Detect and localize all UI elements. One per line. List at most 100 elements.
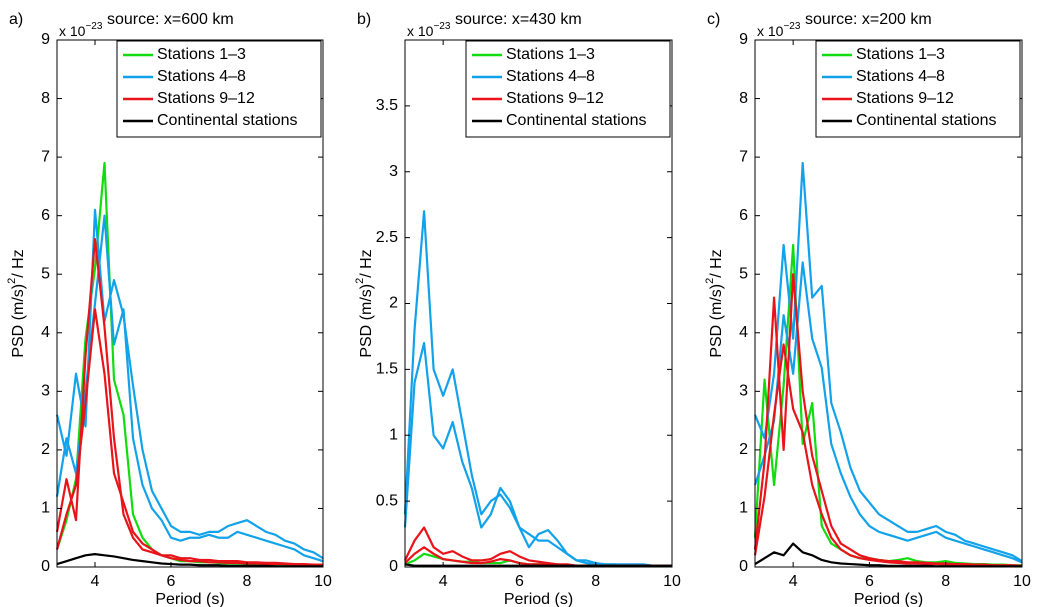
scale-base: x 10 bbox=[407, 23, 434, 39]
y-tick-label: 9 bbox=[41, 31, 50, 48]
y-tick-label: 9 bbox=[739, 31, 748, 48]
x-tick-label: 6 bbox=[515, 573, 524, 590]
y-tick-label: 1 bbox=[739, 500, 748, 517]
y-tick-label: 1 bbox=[41, 500, 50, 517]
y-axis-label: PSD (m/s)2/ Hz bbox=[354, 249, 375, 357]
y-tick-label: 7 bbox=[41, 148, 50, 165]
panel-subtitle: source: x=430 km bbox=[455, 11, 582, 28]
y-tick-label: 7 bbox=[739, 148, 748, 165]
x-axis-label: Period (s) bbox=[504, 591, 573, 607]
y-tick-label: 3 bbox=[739, 383, 748, 400]
x-tick-label: 10 bbox=[314, 573, 332, 590]
x-tick-label: 4 bbox=[439, 573, 448, 590]
legend-label: Continental stations bbox=[506, 112, 647, 129]
y-tick-label: 8 bbox=[41, 90, 50, 107]
y-tick-label: 4 bbox=[739, 324, 748, 341]
y-label-main: PSD (m/s) bbox=[708, 284, 725, 358]
x-axis-label: Period (s) bbox=[155, 591, 224, 607]
data-line bbox=[754, 542, 1022, 568]
legend-label: Stations 4–8 bbox=[157, 68, 246, 85]
x-tick-label: 8 bbox=[591, 573, 600, 590]
y-tick-label: 0 bbox=[41, 558, 50, 575]
x-tick-label: 10 bbox=[1013, 573, 1031, 590]
panel-label: b) bbox=[357, 11, 371, 28]
y-label-main: PSD (m/s) bbox=[358, 284, 375, 358]
panel-subtitle: source: x=200 km bbox=[805, 11, 932, 28]
y-label-tail: / Hz bbox=[10, 249, 27, 277]
y-tick-label: 2.5 bbox=[376, 229, 398, 246]
scale-exponent: −23 bbox=[85, 21, 102, 32]
y-tick-label: 5 bbox=[41, 265, 50, 282]
legend-label: Stations 9–12 bbox=[157, 90, 255, 107]
y-tick-label: 5 bbox=[739, 265, 748, 282]
y-axis-label: PSD (m/s)2/ Hz bbox=[704, 249, 725, 357]
data-line bbox=[403, 210, 672, 567]
y-tick-label: 8 bbox=[739, 90, 748, 107]
scale-exponent: −23 bbox=[433, 21, 450, 32]
x-tick-label: 4 bbox=[91, 573, 100, 590]
legend-label: Stations 9–12 bbox=[856, 90, 954, 107]
data-line bbox=[753, 343, 1022, 567]
data-line bbox=[55, 214, 324, 563]
y-axis-label: PSD (m/s)2/ Hz bbox=[6, 249, 27, 357]
legend-label: Stations 1–3 bbox=[157, 46, 246, 63]
x-tick-label: 8 bbox=[941, 573, 950, 590]
data-line bbox=[55, 308, 323, 566]
x-tick-label: 6 bbox=[167, 573, 176, 590]
y-tick-label: 0 bbox=[739, 558, 748, 575]
y-tick-label: 3.5 bbox=[376, 97, 398, 114]
y-label-tail: / Hz bbox=[708, 249, 725, 277]
scale-exponent: −23 bbox=[783, 21, 800, 32]
panel: 0 0.5 1 1.5 2 2.5 3 3.5 4 6 8 10 Period (s) PSD (m/s)… bbox=[354, 11, 681, 607]
scale-base: x 10 bbox=[59, 23, 86, 39]
data-line bbox=[404, 563, 672, 567]
data-line bbox=[404, 546, 672, 567]
y-tick-label: 6 bbox=[739, 207, 748, 224]
data-line bbox=[55, 208, 324, 560]
y-label-sup: 2 bbox=[354, 278, 366, 284]
y-tick-label: 1 bbox=[389, 426, 398, 443]
x-tick-label: 4 bbox=[789, 573, 798, 590]
legend-label: Stations 1–3 bbox=[856, 46, 945, 63]
scale-factor: x 10−23 bbox=[407, 21, 451, 39]
legend-label: Stations 4–8 bbox=[506, 68, 595, 85]
y-tick-label: 0.5 bbox=[376, 492, 398, 509]
panel-label: c) bbox=[707, 11, 720, 28]
data-line bbox=[56, 553, 323, 568]
x-axis-label: Period (s) bbox=[854, 591, 923, 607]
x-tick-label: 8 bbox=[243, 573, 252, 590]
legend-label: Stations 4–8 bbox=[856, 68, 945, 85]
legend-label: Continental stations bbox=[856, 112, 997, 129]
data-line bbox=[753, 161, 1023, 563]
y-label-sup: 2 bbox=[6, 278, 18, 284]
y-label-sup: 2 bbox=[704, 278, 716, 284]
y-tick-label: 2 bbox=[389, 295, 398, 312]
scale-base: x 10 bbox=[757, 23, 784, 39]
data-line bbox=[753, 261, 1023, 564]
panel-label: a) bbox=[9, 11, 23, 28]
x-tick-label: 10 bbox=[663, 573, 681, 590]
axes-box bbox=[56, 39, 324, 568]
y-tick-label: 2 bbox=[41, 441, 50, 458]
data-line bbox=[403, 341, 672, 567]
y-tick-label: 3 bbox=[389, 163, 398, 180]
y-label-tail: / Hz bbox=[358, 249, 375, 277]
panel-subtitle: source: x=600 km bbox=[107, 11, 234, 28]
y-tick-label: 3 bbox=[41, 383, 50, 400]
legend-label: Continental stations bbox=[157, 112, 298, 129]
y-tick-label: 2 bbox=[739, 441, 748, 458]
y-tick-label: 0 bbox=[389, 558, 398, 575]
y-tick-label: 1.5 bbox=[376, 361, 398, 378]
scale-factor: x 10−23 bbox=[59, 21, 103, 39]
legend-label: Stations 9–12 bbox=[506, 90, 604, 107]
x-tick-label: 6 bbox=[865, 573, 874, 590]
legend-label: Stations 1–3 bbox=[506, 46, 595, 63]
y-tick-label: 6 bbox=[41, 207, 50, 224]
y-tick-label: 4 bbox=[41, 324, 50, 341]
scale-factor: x 10−23 bbox=[757, 21, 801, 39]
y-label-main: PSD (m/s) bbox=[10, 284, 27, 358]
axes-box bbox=[754, 39, 1023, 568]
